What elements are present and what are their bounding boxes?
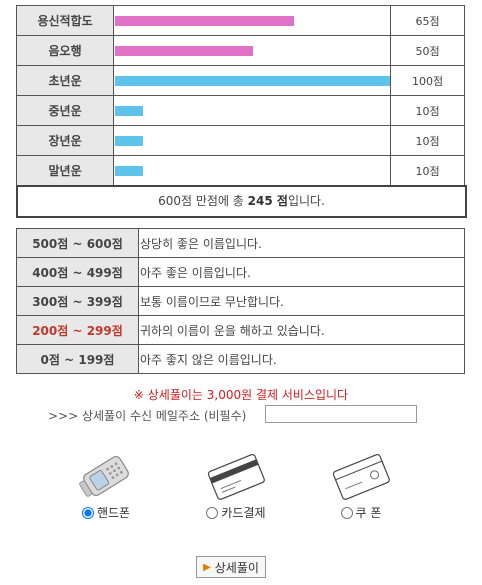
range-label: 200점 ~ 299점 xyxy=(16,315,139,345)
payment-card[interactable]: 카드결제 xyxy=(186,450,286,523)
score-label: 초년운 xyxy=(15,65,115,96)
score-bar-cell xyxy=(113,35,392,66)
score-bar-cell xyxy=(113,155,392,186)
score-label: 장년운 xyxy=(15,125,115,156)
coupon-label: 쿠 폰 xyxy=(355,506,382,520)
card-radio[interactable] xyxy=(206,506,219,519)
score-label: 음오행 xyxy=(15,35,115,66)
score-table: 용신적합도 65점 음오행 50점 초년운 100점 중년운 10점 장년운 10점 말년운 10점 xyxy=(15,5,465,186)
arrow-right-icon: ▶ xyxy=(203,561,211,573)
coupon-card-icon xyxy=(332,453,390,500)
score-label: 말년운 xyxy=(15,155,115,186)
total-prefix: 600점 만점에 총 xyxy=(158,194,248,208)
coupon-radio[interactable] xyxy=(340,506,353,519)
score-value: 65점 xyxy=(390,5,465,36)
email-label: >>> 상세풀이 수신 메일주소 (비필수) xyxy=(48,409,247,423)
range-table: 500점 ~ 600점 상당히 좋은 이름입니다. 400점 ~ 499점 아주 좋은… xyxy=(16,228,465,374)
phone-radio[interactable] xyxy=(81,506,94,519)
score-label: 용신적합도 xyxy=(15,5,115,36)
card-option[interactable]: 카드결제 xyxy=(206,504,266,521)
range-row: 400점 ~ 499점 아주 좋은 이름입니다. xyxy=(16,257,465,287)
total-suffix: 입니다. xyxy=(287,194,325,208)
score-value: 50점 xyxy=(390,35,465,66)
range-description: 귀하의 이름이 운을 해하고 있습니다. xyxy=(138,315,465,345)
score-bar xyxy=(115,45,253,56)
range-label: 0점 ~ 199점 xyxy=(16,344,139,374)
range-description: 상당히 좋은 이름입니다. xyxy=(138,228,465,258)
range-row: 200점 ~ 299점 귀하의 이름이 운을 해하고 있습니다. xyxy=(16,315,465,345)
score-row: 말년운 10점 xyxy=(15,155,465,186)
range-label: 500점 ~ 600점 xyxy=(16,228,139,258)
score-row: 용신적합도 65점 xyxy=(15,5,465,36)
email-input[interactable] xyxy=(265,405,417,423)
credit-card-icon xyxy=(207,453,265,500)
paid-service-notice: ※ 상세풀이는 3,000원 결제 서비스입니다 xyxy=(133,388,349,402)
total-score-box: 600점 만점에 총 245 점입니다. xyxy=(16,185,467,218)
phone-label: 핸드폰 xyxy=(96,506,131,520)
detail-reading-button[interactable]: ▶ 상세풀이 xyxy=(196,556,266,578)
range-row: 500점 ~ 600점 상당히 좋은 이름입니다. xyxy=(16,228,465,258)
range-description: 아주 좋지 않은 이름입니다. xyxy=(138,344,465,374)
score-value: 10점 xyxy=(390,95,465,126)
range-label: 400점 ~ 499점 xyxy=(16,257,139,287)
score-row: 초년운 100점 xyxy=(15,65,465,96)
score-bar xyxy=(115,165,143,176)
score-value: 100점 xyxy=(390,65,465,96)
cellphone-icon xyxy=(79,455,129,497)
range-row: 300점 ~ 399점 보통 이름이므로 무난합니다. xyxy=(16,286,465,316)
range-description: 아주 좋은 이름입니다. xyxy=(138,257,465,287)
score-bar-cell xyxy=(113,65,392,96)
range-label: 300점 ~ 399점 xyxy=(16,286,139,316)
score-bar xyxy=(115,75,391,86)
range-description: 보통 이름이므로 무난합니다. xyxy=(138,286,465,316)
score-bar-cell xyxy=(113,5,392,36)
range-row: 0점 ~ 199점 아주 좋지 않은 이름입니다. xyxy=(16,344,465,374)
score-row: 음오행 50점 xyxy=(15,35,465,66)
score-row: 장년운 10점 xyxy=(15,125,465,156)
payment-coupon[interactable]: 쿠 폰 xyxy=(311,450,411,523)
score-row: 중년운 10점 xyxy=(15,95,465,126)
score-label: 중년운 xyxy=(15,95,115,126)
email-row: >>> 상세풀이 수신 메일주소 (비필수) xyxy=(48,405,417,424)
payment-phone[interactable]: 핸드폰 xyxy=(56,450,156,523)
detail-button-label: 상세풀이 xyxy=(214,560,259,575)
score-value: 10점 xyxy=(390,155,465,186)
score-bar-cell xyxy=(113,95,392,126)
score-bar-cell xyxy=(113,125,392,156)
score-bar xyxy=(115,135,143,146)
total-score: 245 점 xyxy=(247,194,288,208)
score-bar xyxy=(115,105,143,116)
coupon-option[interactable]: 쿠 폰 xyxy=(340,504,382,521)
card-label: 카드결제 xyxy=(221,506,266,520)
phone-option[interactable]: 핸드폰 xyxy=(81,504,131,521)
score-bar xyxy=(115,15,294,26)
score-value: 10점 xyxy=(390,125,465,156)
